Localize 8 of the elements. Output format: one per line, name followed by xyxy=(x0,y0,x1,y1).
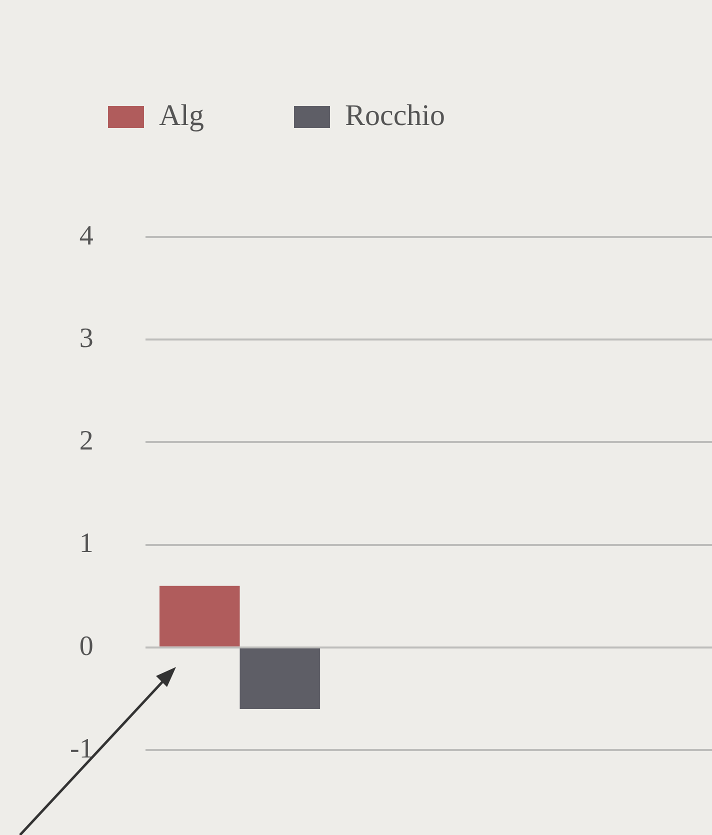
y-tick-label: 1 xyxy=(79,528,94,560)
y-tick-label: -1 xyxy=(70,733,94,764)
y-tick-label: 4 xyxy=(79,220,94,252)
legend-label: Rocchio xyxy=(345,98,445,132)
legend-label: Alg xyxy=(159,98,204,132)
y-tick-label: 2 xyxy=(79,426,94,457)
y-tick-label: 0 xyxy=(79,630,94,662)
y-tick-label: 3 xyxy=(79,322,94,354)
